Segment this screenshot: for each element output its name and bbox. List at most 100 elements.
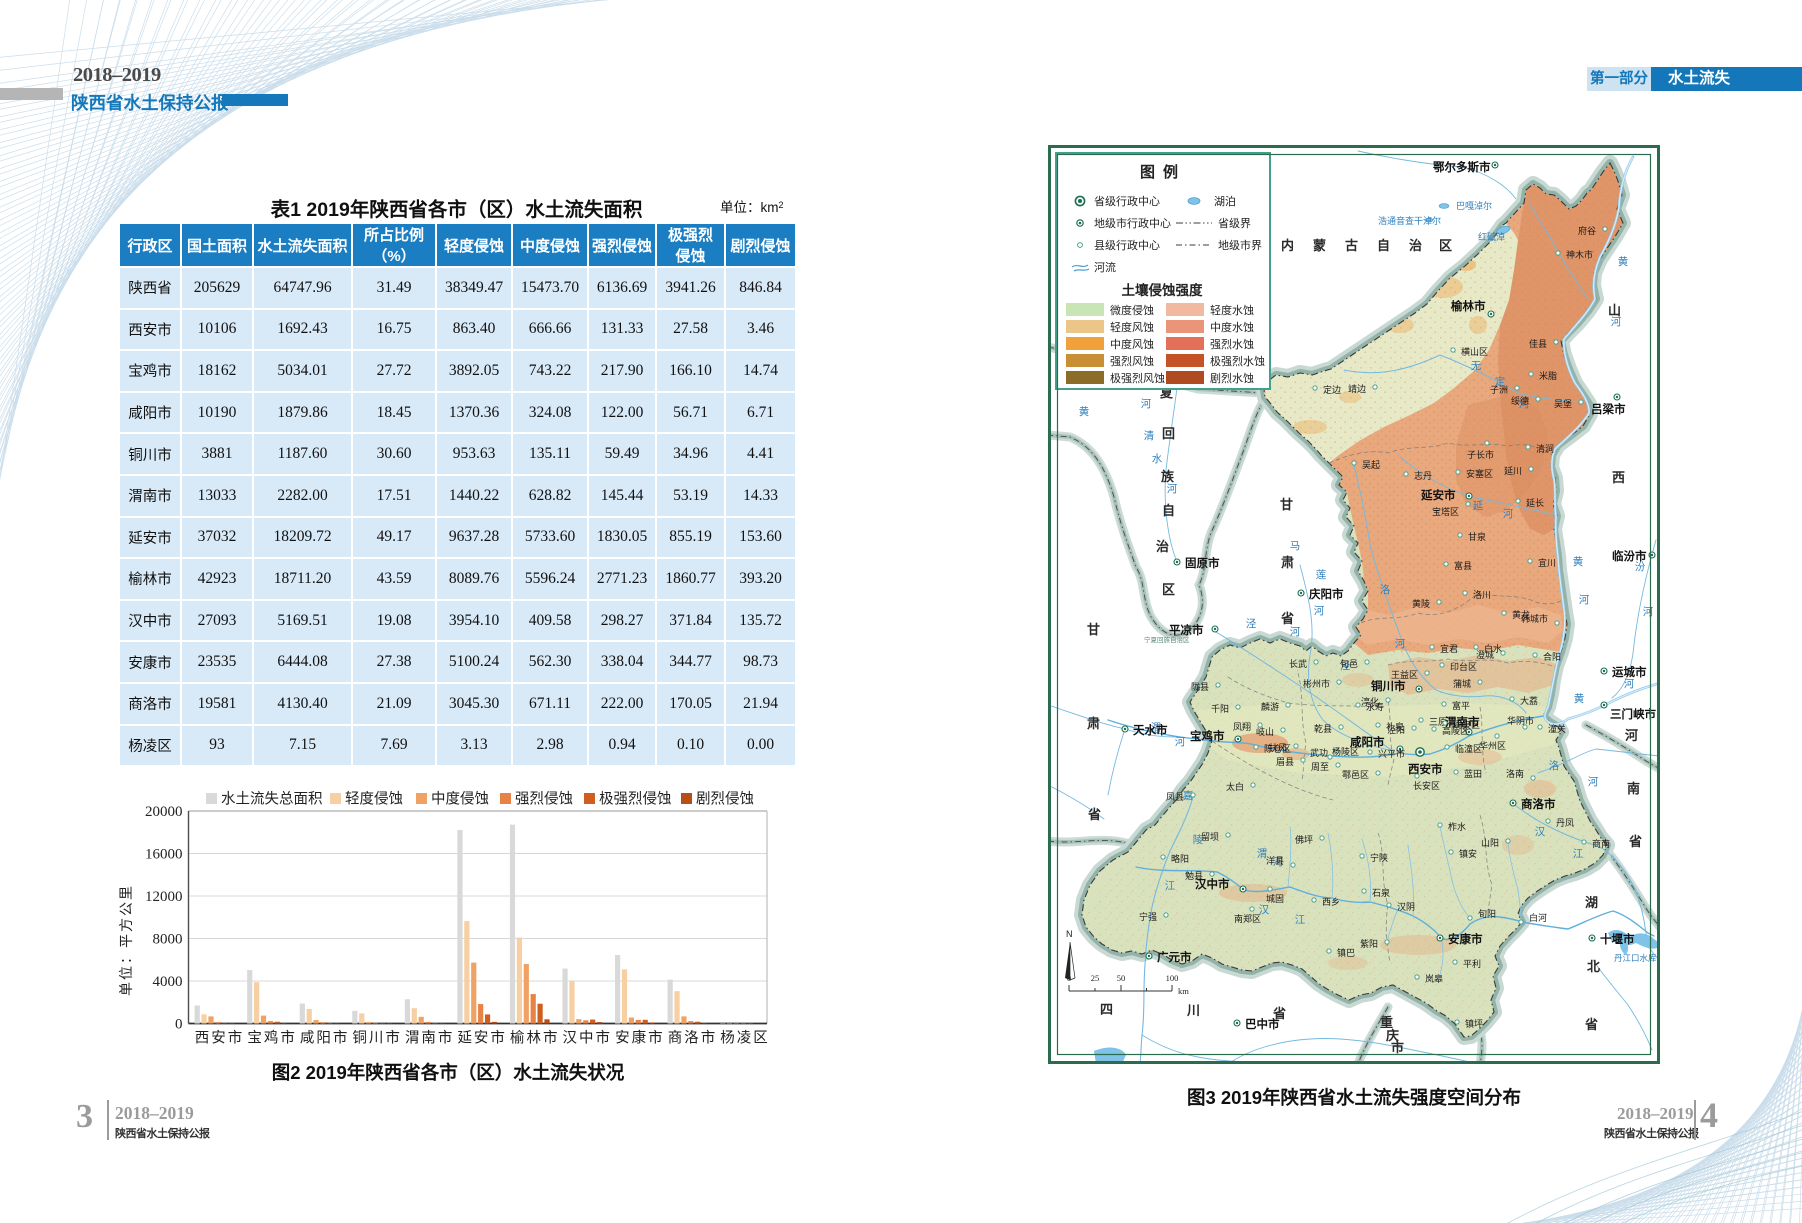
svg-text:富平: 富平 bbox=[1452, 700, 1470, 711]
svg-text:固原市: 固原市 bbox=[1185, 556, 1220, 570]
svg-text:咸阳市: 咸阳市 bbox=[1350, 735, 1385, 749]
svg-text:江: 江 bbox=[1295, 914, 1306, 926]
svg-text:微度侵蚀: 微度侵蚀 bbox=[1110, 303, 1154, 317]
svg-text:陈仓区: 陈仓区 bbox=[1264, 743, 1291, 754]
svg-text:汉中市: 汉中市 bbox=[1195, 877, 1230, 891]
svg-text:宁陕: 宁陕 bbox=[1370, 852, 1388, 863]
svg-text:丹江口水库: 丹江口水库 bbox=[1614, 953, 1657, 963]
svg-text:西安市: 西安市 bbox=[1408, 762, 1443, 776]
svg-text:洛: 洛 bbox=[1380, 583, 1391, 596]
svg-text:白河: 白河 bbox=[1529, 912, 1547, 923]
svg-text:留坝: 留坝 bbox=[1201, 831, 1219, 842]
svg-text:轻度水蚀: 轻度水蚀 bbox=[1210, 303, 1254, 317]
svg-text:河: 河 bbox=[1624, 678, 1635, 690]
svg-text:略阳: 略阳 bbox=[1171, 853, 1189, 864]
svg-text:西乡: 西乡 bbox=[1322, 897, 1340, 907]
svg-text:石泉: 石泉 bbox=[1372, 887, 1390, 898]
svg-text:县级行政中心: 县级行政中心 bbox=[1094, 238, 1160, 252]
svg-text:杨凌区: 杨凌区 bbox=[720, 1030, 770, 1047]
svg-text:永寿: 永寿 bbox=[1366, 701, 1384, 712]
svg-text:延安市: 延安市 bbox=[457, 1030, 507, 1047]
svg-text:岚皋: 岚皋 bbox=[1425, 973, 1443, 984]
svg-text:铜川市: 铜川市 bbox=[352, 1030, 402, 1047]
svg-text:剧烈水蚀: 剧烈水蚀 bbox=[1210, 371, 1254, 385]
svg-text:重: 重 bbox=[1380, 1015, 1394, 1030]
svg-text:河: 河 bbox=[1175, 736, 1186, 748]
svg-text:天水市: 天水市 bbox=[1133, 723, 1168, 737]
svg-text:延安市: 延安市 bbox=[1420, 488, 1456, 502]
svg-text:汾: 汾 bbox=[1635, 561, 1646, 573]
svg-text:南郑区: 南郑区 bbox=[1234, 913, 1261, 924]
svg-text:蒲城: 蒲城 bbox=[1453, 678, 1471, 689]
svg-text:巴嘎淖尔: 巴嘎淖尔 bbox=[1456, 200, 1492, 211]
svg-text:靖边: 靖边 bbox=[1348, 383, 1366, 394]
svg-text:凤翔: 凤翔 bbox=[1233, 721, 1251, 732]
svg-text:0: 0 bbox=[1067, 973, 1071, 983]
svg-text:定: 定 bbox=[1495, 375, 1506, 388]
svg-text:泾: 泾 bbox=[1246, 617, 1257, 630]
svg-text:剧烈侵蚀: 剧烈侵蚀 bbox=[696, 791, 754, 808]
svg-text:安康市: 安康市 bbox=[1448, 932, 1483, 946]
svg-text:河: 河 bbox=[1588, 776, 1599, 788]
svg-text:8000: 8000 bbox=[153, 932, 183, 948]
svg-text:宁强: 宁强 bbox=[1139, 911, 1157, 922]
svg-text:岐山: 岐山 bbox=[1256, 726, 1274, 737]
svg-text:勉县: 勉县 bbox=[1185, 870, 1203, 881]
svg-text:汉: 汉 bbox=[1535, 826, 1546, 838]
svg-text:佛坪: 佛坪 bbox=[1295, 834, 1313, 845]
svg-text:礼泉: 礼泉 bbox=[1386, 721, 1404, 732]
svg-text:城固: 城固 bbox=[1266, 894, 1284, 904]
svg-text:0: 0 bbox=[175, 1017, 183, 1033]
svg-text:子长市: 子长市 bbox=[1467, 449, 1494, 460]
svg-text:平利: 平利 bbox=[1463, 958, 1481, 969]
svg-text:富县: 富县 bbox=[1454, 560, 1472, 571]
svg-text:河: 河 bbox=[1643, 606, 1654, 618]
svg-text:50: 50 bbox=[1117, 973, 1126, 983]
svg-text:大荔: 大荔 bbox=[1520, 695, 1538, 706]
svg-text:宝鸡市: 宝鸡市 bbox=[247, 1030, 297, 1047]
svg-text:省: 省 bbox=[1087, 807, 1102, 822]
svg-text:榆林市: 榆林市 bbox=[1451, 299, 1486, 313]
svg-text:甘泉: 甘泉 bbox=[1468, 531, 1486, 542]
svg-text:河: 河 bbox=[1519, 398, 1530, 410]
svg-text:蓝田: 蓝田 bbox=[1464, 768, 1482, 779]
svg-text:莲: 莲 bbox=[1316, 569, 1327, 581]
svg-text:铜川市: 铜川市 bbox=[1370, 679, 1406, 693]
svg-text:河: 河 bbox=[1273, 856, 1284, 868]
svg-text:泾: 泾 bbox=[1340, 659, 1351, 672]
svg-text:无: 无 bbox=[1471, 360, 1482, 372]
svg-text:南: 南 bbox=[1627, 781, 1641, 796]
svg-text:子洲: 子洲 bbox=[1490, 385, 1508, 395]
svg-text:河: 河 bbox=[1141, 398, 1152, 410]
svg-text:安塞区: 安塞区 bbox=[1466, 468, 1493, 479]
svg-text:镇巴: 镇巴 bbox=[1337, 947, 1355, 958]
svg-text:米脂: 米脂 bbox=[1539, 370, 1557, 381]
svg-text:强烈侵蚀: 强烈侵蚀 bbox=[515, 791, 573, 808]
svg-text:志丹: 志丹 bbox=[1414, 470, 1432, 481]
svg-text:定边: 定边 bbox=[1323, 384, 1341, 395]
svg-text:广元市: 广元市 bbox=[1157, 950, 1192, 964]
svg-text:4000: 4000 bbox=[153, 974, 183, 990]
svg-text:轻度侵蚀: 轻度侵蚀 bbox=[345, 791, 403, 808]
svg-text:印台区: 印台区 bbox=[1450, 661, 1477, 672]
svg-text:三门峡市: 三门峡市 bbox=[1610, 707, 1656, 721]
svg-text:自: 自 bbox=[1162, 503, 1176, 518]
svg-text:红碱淖: 红碱淖 bbox=[1478, 231, 1505, 242]
svg-text:平凉市: 平凉市 bbox=[1169, 623, 1204, 637]
svg-text:黄陵: 黄陵 bbox=[1412, 598, 1430, 609]
svg-text:庆: 庆 bbox=[1385, 1028, 1400, 1043]
svg-text:府谷: 府谷 bbox=[1578, 225, 1596, 236]
svg-text:省级界: 省级界 bbox=[1218, 217, 1251, 230]
svg-text:太白: 太白 bbox=[1226, 781, 1244, 792]
svg-text:自: 自 bbox=[1377, 238, 1391, 253]
svg-text:宁夏回族自治区: 宁夏回族自治区 bbox=[1144, 635, 1190, 644]
svg-text:安康市: 安康市 bbox=[615, 1030, 665, 1047]
svg-text:水: 水 bbox=[1152, 453, 1163, 465]
svg-text:扶风: 扶风 bbox=[1269, 742, 1287, 753]
svg-text:市: 市 bbox=[1391, 1040, 1405, 1055]
svg-text:高陵区: 高陵区 bbox=[1442, 725, 1469, 736]
svg-text:土壤侵蚀强度: 土壤侵蚀强度 bbox=[1122, 282, 1203, 298]
svg-text:中度侵蚀: 中度侵蚀 bbox=[431, 791, 489, 808]
svg-text:凤县: 凤县 bbox=[1166, 792, 1184, 802]
svg-text:陵: 陵 bbox=[1193, 834, 1204, 846]
